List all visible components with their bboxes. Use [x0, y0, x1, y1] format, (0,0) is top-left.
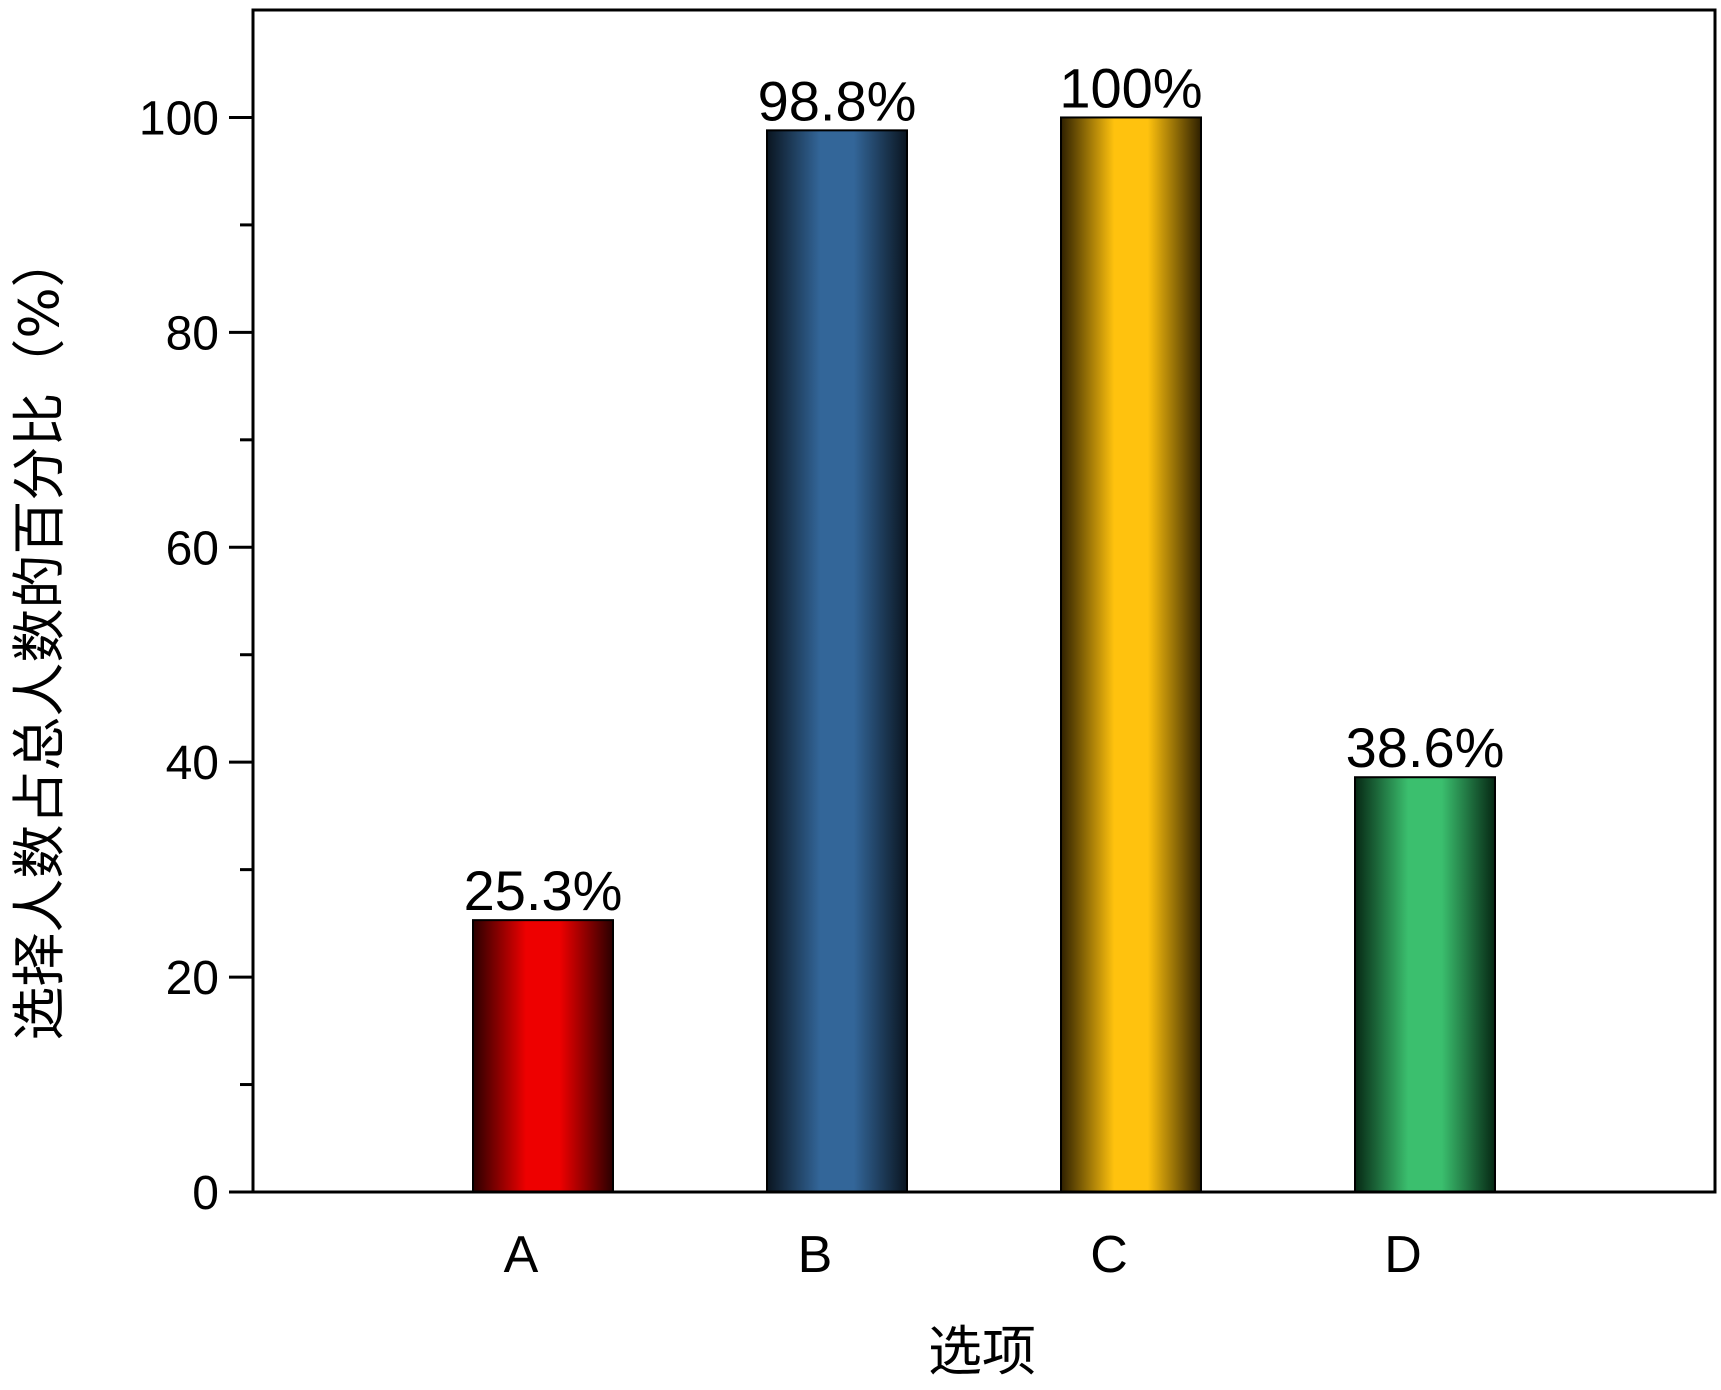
- bar-C: [1060, 116, 1202, 1193]
- data-label-B: 98.8%: [758, 69, 917, 132]
- data-label-A: 25.3%: [464, 859, 623, 922]
- x-tick-label-B: B: [798, 1226, 833, 1284]
- x-tick-label-D: D: [1384, 1226, 1422, 1284]
- y-tick-label-0: 0: [192, 1167, 219, 1220]
- x-tick-label-C: C: [1090, 1226, 1128, 1284]
- y-tick-label-100: 100: [139, 92, 219, 145]
- y-tick-label-80: 80: [166, 307, 219, 360]
- x-axis-title: 选项: [928, 1320, 1036, 1383]
- bar-D: [1354, 776, 1496, 1193]
- y-tick-label-60: 60: [166, 522, 219, 575]
- y-tick-label-20: 20: [166, 952, 219, 1005]
- x-tick-label-A: A: [504, 1226, 539, 1284]
- bar-A: [472, 919, 614, 1193]
- plot-frame: [251, 8, 1717, 1194]
- y-axis-title: 选择人数占总人数的百分比（%）: [8, 233, 71, 1040]
- bar-B: [766, 129, 908, 1193]
- data-label-C: 100%: [1059, 56, 1202, 119]
- y-tick-label-40: 40: [166, 737, 219, 790]
- data-label-D: 38.6%: [1346, 716, 1505, 779]
